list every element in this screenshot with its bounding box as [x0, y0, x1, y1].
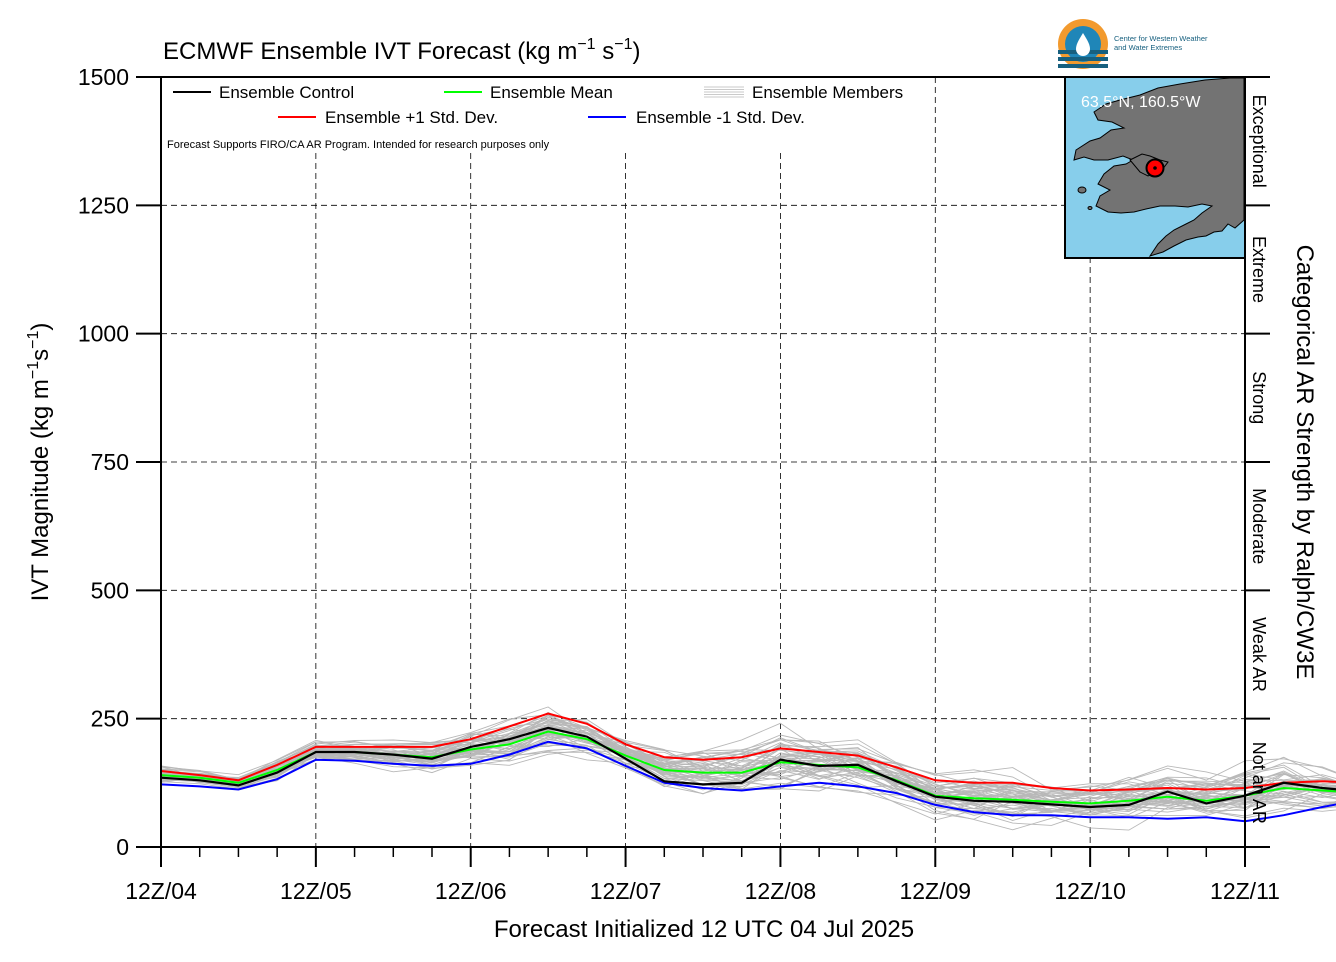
- logo-line1: Center for Western Weather: [1114, 34, 1208, 43]
- category-label: Not an AR: [1249, 742, 1269, 824]
- y-tick-label: 1250: [78, 192, 129, 218]
- y-tick-label: 250: [91, 706, 129, 732]
- legend-control-label: Ensemble Control: [219, 83, 354, 102]
- y-axis-label: IVT Magnitude (kg m−1s−1): [25, 323, 54, 602]
- y-tick-label: 500: [91, 577, 129, 603]
- x-tick-label: 12Z/10: [1054, 878, 1126, 904]
- island-icon: [1077, 186, 1087, 194]
- x-tick-label: 12Z/11: [1210, 878, 1280, 904]
- x-tick-label: 12Z/04: [125, 878, 197, 904]
- x-axis-label: Forecast Initialized 12 UTC 04 Jul 2025: [494, 916, 914, 943]
- location-marker-center: [1153, 166, 1157, 170]
- category-label: Strong: [1249, 371, 1269, 424]
- x-tick-label: 12Z/08: [745, 878, 817, 904]
- category-label: Exceptional: [1249, 95, 1269, 188]
- chart-title: ECMWF Ensemble IVT Forecast (kg m−1 s−1): [163, 36, 640, 65]
- series-lines: [160, 712, 1336, 823]
- legend: Ensemble Control Ensemble Mean Ensemble …: [167, 83, 903, 151]
- logo-line2: and Water Extremes: [1114, 43, 1182, 52]
- legend-members-swatch: [704, 86, 744, 98]
- x-tick-label: 12Z/09: [899, 878, 971, 904]
- x-tick-label: 12Z/06: [435, 878, 507, 904]
- category-label: Weak AR: [1249, 617, 1269, 692]
- cw3e-logo: Center for Western Weather and Water Ext…: [1058, 19, 1208, 69]
- legend-mean-label: Ensemble Mean: [490, 83, 613, 102]
- legend-members-label: Ensemble Members: [752, 83, 903, 102]
- x-tick-label: 12Z/07: [590, 878, 662, 904]
- x-tick-label: 12Z/05: [280, 878, 352, 904]
- island-icon: [1087, 206, 1093, 210]
- map-location-label: 63.5°N, 160.5°W: [1081, 94, 1201, 111]
- y-tick-label: 750: [91, 449, 129, 475]
- category-label: Extreme: [1249, 236, 1269, 303]
- category-label: Moderate: [1249, 488, 1269, 564]
- ensemble-members: [160, 706, 1336, 831]
- right-axis-label: Categorical AR Strength by Ralph/CW3E: [1291, 245, 1318, 680]
- y-tick-label: 1000: [78, 321, 129, 347]
- y-tick-label: 1500: [78, 64, 129, 90]
- legend-minus-std-label: Ensemble -1 Std. Dev.: [636, 108, 805, 127]
- legend-plus-std-label: Ensemble +1 Std. Dev.: [325, 108, 498, 127]
- inset-map: 63.5°N, 160.5°W: [1064, 76, 1246, 259]
- research-note: Forecast Supports FIRO/CA AR Program. In…: [167, 139, 550, 151]
- y-tick-label: 0: [116, 834, 129, 860]
